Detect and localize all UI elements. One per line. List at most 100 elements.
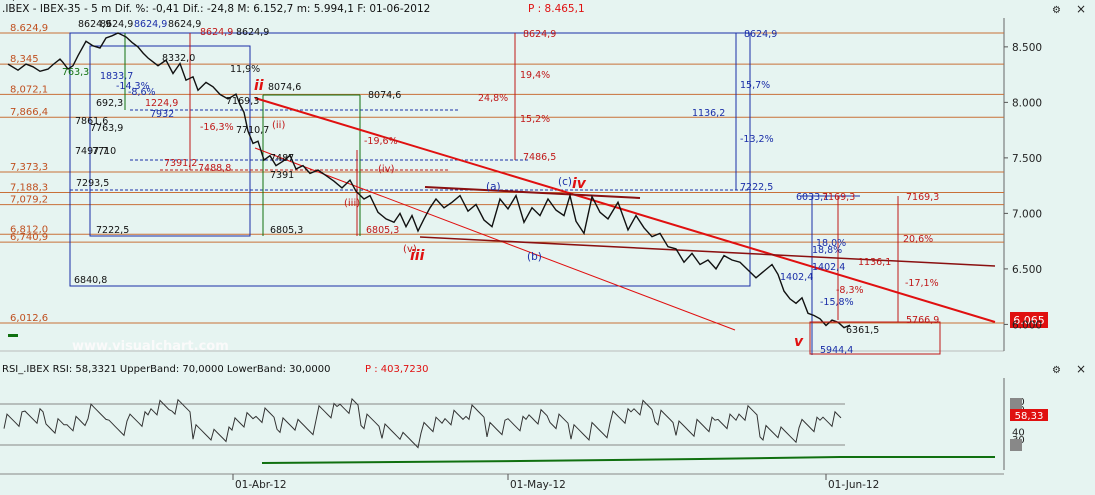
annotation-label: 7222,5 xyxy=(96,225,129,236)
watermark: www.visualchart.com xyxy=(72,339,229,354)
x-axis: 01-Abr-12 01-May-12 01-Jun-12 xyxy=(0,473,1004,491)
annotation-label: 1833,7 xyxy=(100,71,133,82)
rsi-tick-label: 40 xyxy=(1012,428,1025,439)
annotation-label: 7391 xyxy=(270,170,294,181)
annotation-label: 18,8% xyxy=(812,245,842,256)
rsi-series-line xyxy=(3,397,842,449)
annotation-label: -19,6% xyxy=(364,136,398,147)
annotation-label: 8624,9 xyxy=(523,29,556,40)
fib-label: 6,740,9 xyxy=(10,232,48,243)
annotation-label: 7222,5 xyxy=(740,182,773,193)
wave-label: ii xyxy=(254,78,264,94)
fib-level-labels: 8.624,9 8,345 8,072,1 7,866,4 7,373,3 7,188,3… xyxy=(10,23,48,324)
header-p: P : 8.465,1 xyxy=(528,3,585,15)
current-price-label: 6.065 xyxy=(1013,314,1045,327)
annotation-label: 7169,3 xyxy=(906,192,939,203)
fib-label: 7,373,3 xyxy=(10,162,48,173)
annotation-label: -17,1% xyxy=(905,278,939,289)
close-icon[interactable]: × xyxy=(1076,2,1086,16)
header-info: .IBEX - IBEX-35 - 5 m Dif. %: -0,41 Dif.… xyxy=(2,3,430,15)
wave-label: iii xyxy=(410,248,425,264)
wave-label: iv xyxy=(572,176,587,192)
annotation-label: 1136,1 xyxy=(858,257,891,268)
rsi-settings-icon[interactable]: ⚙ xyxy=(1052,365,1061,376)
annotation-label: -16,3% xyxy=(200,122,234,133)
annotation-label: -13,2% xyxy=(740,134,774,145)
annotation-label: 6805,3 xyxy=(366,225,399,236)
annotation-label: 763,3 xyxy=(62,67,89,78)
annotation-label: 18,0% xyxy=(816,238,846,249)
rsi-background xyxy=(0,360,1095,470)
wave-label: (iii) xyxy=(344,198,360,209)
wave-label: (b) xyxy=(527,251,542,263)
price-axis-labels: 8.500 8.000 7.500 7.000 6.500 6.000 xyxy=(1004,42,1042,331)
annotation-label: 15,7% xyxy=(740,80,770,91)
trend-line-iv-top xyxy=(424,186,641,199)
annotation-label: 11,9% xyxy=(230,64,260,75)
rsi-last-badge xyxy=(1010,409,1048,421)
fib-label: 8.624,9 xyxy=(10,23,48,34)
fib-label: 7,079,2 xyxy=(10,195,48,206)
annotation-label: 5944,4 xyxy=(820,345,853,356)
annotation-label: 24,8% xyxy=(478,93,508,104)
y-tick-label: 6.500 xyxy=(1012,264,1042,276)
price-series-line xyxy=(7,32,851,329)
annotation-label: 7486,5 xyxy=(523,152,556,163)
annotation-label: 7710 xyxy=(92,146,116,157)
y-tick-label: 8.000 xyxy=(1012,97,1042,109)
annotation-label: 7391,2 xyxy=(164,158,197,169)
blue-box-small xyxy=(89,45,251,237)
annotation-label: 7932 xyxy=(150,109,174,120)
annotation-label: 6033,1 xyxy=(796,192,829,203)
fib-label: 7,866,4 xyxy=(10,107,48,118)
rsi-green-line xyxy=(261,456,995,464)
annotation-label: 7488,8 xyxy=(198,163,231,174)
fib-label: 6,012,6 xyxy=(10,313,48,324)
marker-icon xyxy=(8,334,18,337)
annotation-label: 5766,9 xyxy=(906,315,939,326)
y-tick-label: 8.500 xyxy=(1012,42,1042,54)
green-lines xyxy=(124,33,361,236)
annotation-label: 7763,9 xyxy=(90,123,123,134)
wave-label: v xyxy=(794,334,804,350)
wave-label: (a) xyxy=(486,181,501,193)
annotation-label: -8,6% xyxy=(128,87,156,98)
annotation-label: 15,2% xyxy=(520,114,550,125)
annotation-label: 1402,4 xyxy=(780,272,813,283)
annotation-label: 7487 xyxy=(270,153,294,164)
annotation-label: 1402,4 xyxy=(812,262,845,273)
annotation-label: 8624,9 xyxy=(200,27,233,38)
annotation-label: 7710,7 xyxy=(236,125,269,136)
y-tick-label: 7.000 xyxy=(1012,208,1042,220)
annotation-label: 8074,6 xyxy=(368,90,401,101)
annotation-label: 6840,8 xyxy=(74,275,107,286)
annotation-label: -15,8% xyxy=(820,297,854,308)
annotation-label: 8624,9 xyxy=(78,19,111,30)
annotation-label: 1224,9 xyxy=(145,98,178,109)
annotation-label: 8624,9 xyxy=(134,19,167,30)
price-chart: 6.065 www.visualchart.com 8.500 8.000 7.50… xyxy=(0,0,1048,356)
annotation-label: 6361,5 xyxy=(846,325,879,336)
settings-icon[interactable]: ⚙ xyxy=(1052,5,1061,16)
annotation-label: 7293,5 xyxy=(76,178,109,189)
y-tick-label: 6.000 xyxy=(1012,319,1042,331)
wave-label: (c) xyxy=(558,176,572,188)
fib-label: 6,812,0 xyxy=(10,224,48,235)
x-tick-label: 01-Jun-12 xyxy=(828,479,879,491)
rsi-p: P : 403,7230 xyxy=(365,364,428,375)
x-tick-label: 01-Abr-12 xyxy=(235,479,287,491)
annotation-label: 8332,0 xyxy=(162,53,195,64)
fib-label: 8,072,1 xyxy=(10,84,48,95)
rsi-70-badge xyxy=(1010,398,1022,410)
annotation-label: 8624,9 xyxy=(236,27,269,38)
trend-line-bottom xyxy=(419,236,996,267)
rsi-close-icon[interactable]: × xyxy=(1076,362,1086,376)
y-tick-label: 7.500 xyxy=(1012,153,1042,165)
annotation-label: -14,3% xyxy=(116,81,150,92)
annotation-label: -8,3% xyxy=(836,285,864,296)
rsi-30-badge xyxy=(1010,439,1022,451)
annotation-label: 7169,3 xyxy=(822,192,855,203)
wave-label: (ii) xyxy=(272,120,285,131)
trend-lines xyxy=(254,97,996,331)
x-tick-label: 01-May-12 xyxy=(510,479,566,491)
